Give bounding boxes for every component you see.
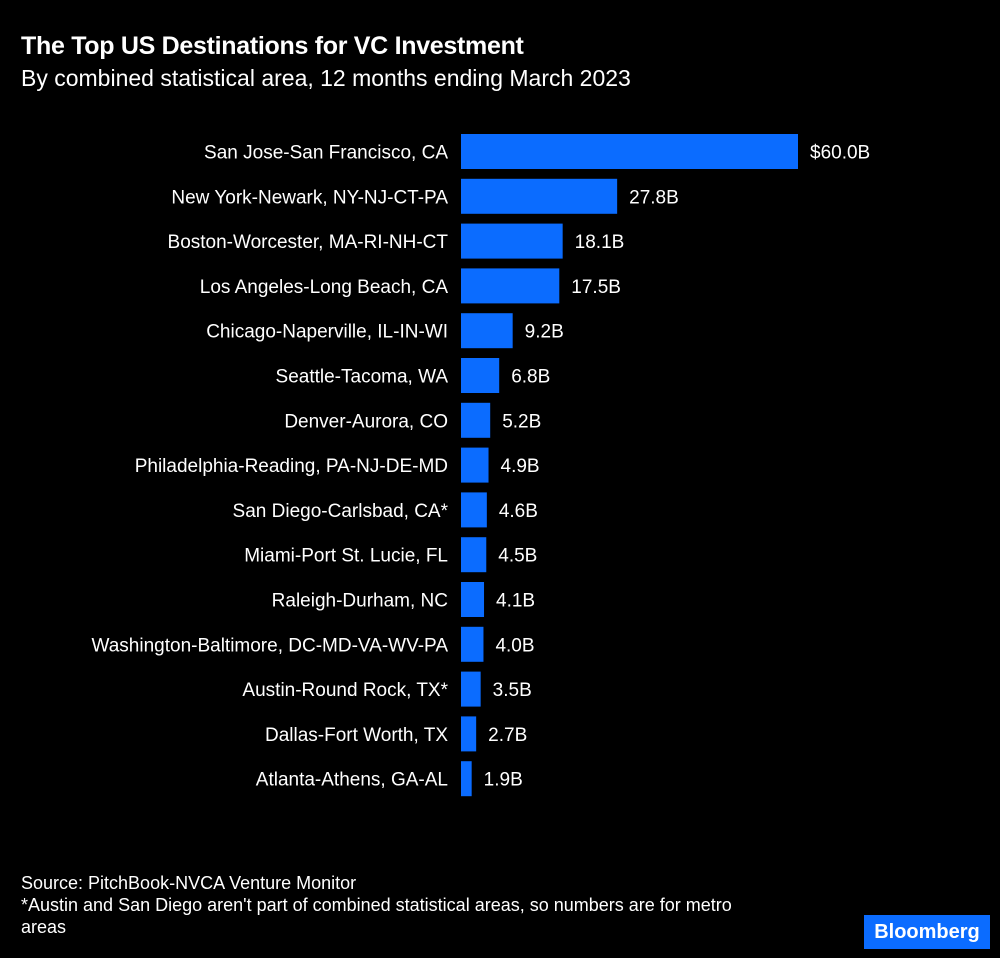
bar bbox=[461, 626, 484, 662]
bar bbox=[461, 492, 487, 528]
bar bbox=[461, 582, 485, 617]
bloomberg-logo: Bloomberg bbox=[864, 915, 990, 949]
bar bbox=[461, 671, 481, 707]
category-label: San Diego-Carlsbad, CA* bbox=[233, 501, 449, 522]
bar bbox=[461, 761, 472, 797]
category-label: Austin-Round Rock, TX* bbox=[242, 680, 448, 701]
bar bbox=[461, 178, 618, 214]
data-label: 4.9B bbox=[501, 456, 540, 477]
data-label: 4.1B bbox=[496, 591, 535, 612]
data-label: 4.5B bbox=[498, 546, 537, 567]
bar bbox=[461, 402, 491, 438]
category-label: Atlanta-Athens, GA-AL bbox=[256, 770, 448, 791]
category-label: Washington-Baltimore, DC-MD-VA-WV-PA bbox=[92, 635, 449, 656]
category-label: Los Angeles-Long Beach, CA bbox=[200, 277, 449, 298]
chart-subtitle: By combined statistical area, 12 months … bbox=[21, 65, 631, 91]
bar bbox=[461, 537, 487, 573]
data-label: 17.5B bbox=[571, 277, 621, 298]
data-label: 5.2B bbox=[502, 411, 541, 432]
category-label: Philadelphia-Reading, PA-NJ-DE-MD bbox=[135, 456, 448, 477]
category-label: Seattle-Tacoma, WA bbox=[276, 367, 449, 388]
data-label: 4.0B bbox=[495, 635, 534, 656]
bar bbox=[461, 268, 560, 304]
bar bbox=[461, 134, 798, 169]
footnote: *Austin and San Diego aren't part of com… bbox=[21, 895, 732, 937]
bar bbox=[461, 313, 513, 349]
chart-title: The Top US Destinations for VC Investmen… bbox=[21, 32, 524, 60]
category-label: San Jose-San Francisco, CA bbox=[204, 143, 448, 164]
bar bbox=[461, 447, 489, 483]
bar bbox=[461, 358, 500, 393]
category-label: New York-Newark, NY-NJ-CT-PA bbox=[171, 187, 448, 208]
source-note: Source: PitchBook-NVCA Venture Monitor bbox=[21, 873, 357, 893]
category-label: Boston-Worcester, MA-RI-NH-CT bbox=[168, 232, 449, 253]
data-label: 3.5B bbox=[493, 680, 532, 701]
footer: Source: PitchBook-NVCA Venture Monitor *… bbox=[21, 872, 781, 938]
data-label: $60.0B bbox=[810, 143, 870, 164]
category-label: Dallas-Fort Worth, TX bbox=[265, 725, 448, 746]
data-label: 6.8B bbox=[511, 367, 550, 388]
category-label: Chicago-Naperville, IL-IN-WI bbox=[206, 322, 448, 343]
bar-chart: San Jose-San Francisco, CA $60.0B New York… bbox=[92, 134, 870, 797]
data-label: 2.7B bbox=[488, 725, 527, 746]
data-label: 4.6B bbox=[499, 501, 538, 522]
category-label: Raleigh-Durham, NC bbox=[272, 591, 448, 612]
data-label: 18.1B bbox=[575, 232, 625, 253]
data-label: 9.2B bbox=[525, 322, 564, 343]
data-label: 27.8B bbox=[629, 187, 679, 208]
bar bbox=[461, 716, 477, 752]
data-label: 1.9B bbox=[484, 770, 523, 791]
category-label: Denver-Aurora, CO bbox=[284, 411, 448, 432]
bar bbox=[461, 223, 563, 259]
category-label: Miami-Port St. Lucie, FL bbox=[244, 546, 448, 567]
